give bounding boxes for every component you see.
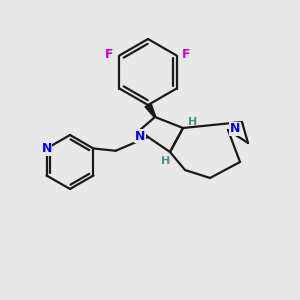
Text: N: N [230, 122, 240, 136]
Polygon shape [145, 103, 156, 117]
Text: F: F [105, 48, 114, 61]
Text: H: H [188, 117, 198, 127]
Text: F: F [182, 48, 191, 61]
Text: N: N [135, 130, 145, 142]
Text: N: N [41, 142, 52, 155]
Text: H: H [161, 156, 171, 166]
